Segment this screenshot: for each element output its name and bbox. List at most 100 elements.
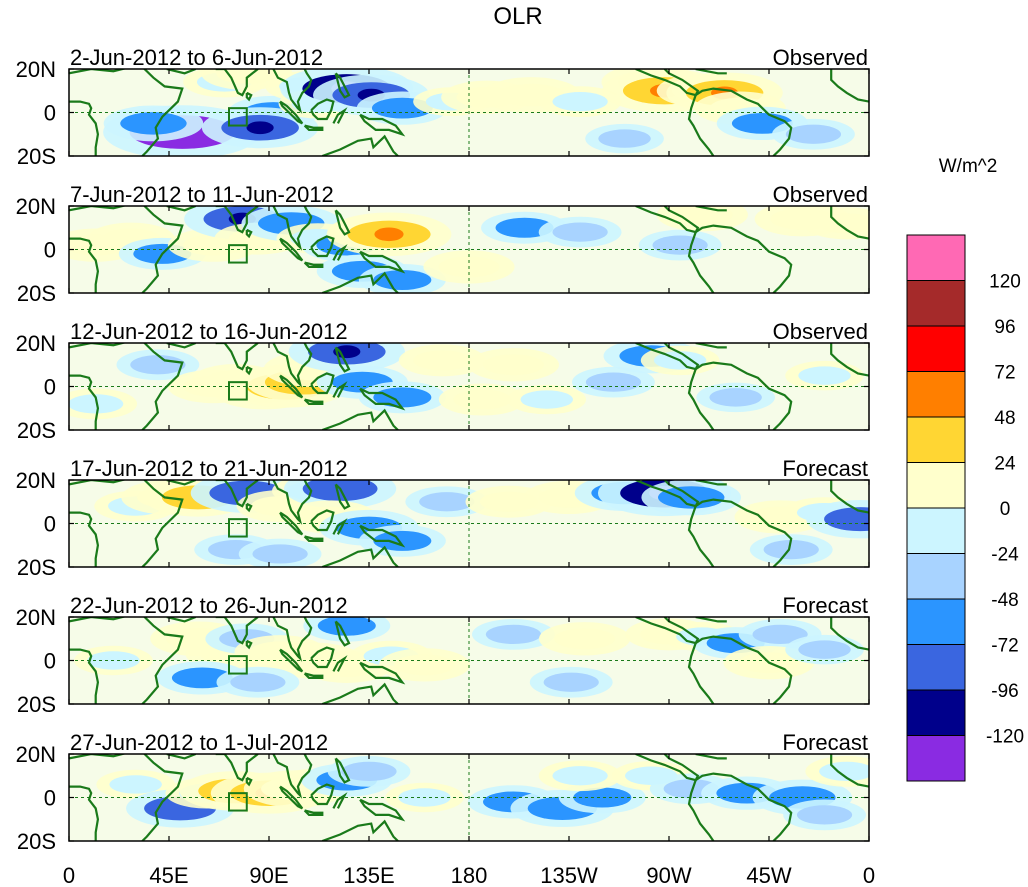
colorbar-tick-label: -24 [991,545,1019,566]
coastline [69,69,184,156]
y-tick-label: 20S [17,144,56,169]
coastline [359,524,406,548]
figure-title: OLR [493,3,542,30]
colorbar-tick-label: -120 [986,727,1024,748]
panel-period-label: 22-Jun-2012 to 26-Jun-2012 [70,593,348,618]
anomaly-field [69,754,869,841]
panel-kind-label: Forecast [782,456,868,481]
anomaly-mark [109,775,162,794]
colorbar-tick-label: 96 [994,317,1015,338]
panel: 20N 0 20S 22-Jun-2012 to 26-Jun-2012 Forecas… [16,593,870,717]
coastline [166,69,197,75]
colorbar-swatch [906,598,966,645]
anomaly-field [69,69,869,156]
coastline [272,754,313,799]
coastline [830,617,869,651]
y-tick-label: 0 [44,375,56,400]
panel: 20N 0 20S 27-Jun-2012 to 1-Jul-2012 Forecast [16,730,870,854]
coastline [359,387,406,411]
panel-kind-label: Observed [773,319,868,344]
y-tick-label: 20S [17,281,56,306]
coastline [69,374,100,430]
coastline [687,642,715,704]
anomaly-mark [796,805,853,825]
coastline [166,617,197,623]
coastline [310,783,335,806]
panel: 20N 0 20S 7-Jun-2012 to 11-Jun-2012 Observed [16,182,870,306]
y-tick-label: 0 [44,786,56,811]
anomaly-mark [419,492,475,512]
anomaly-core [333,345,361,359]
y-tick-label: 20S [17,829,56,854]
anomaly-mark [520,390,573,409]
x-tick-label: 0 [863,863,875,887]
coastline [695,617,727,623]
colorbar-tick-label: 0 [1000,499,1011,520]
y-tick-label: 0 [44,649,56,674]
coastline [359,661,406,685]
colorbar-tick-label: 120 [989,272,1021,293]
anomaly-mark [752,624,808,645]
anomaly-mark [394,654,455,676]
coastline [310,98,335,121]
anomaly-mark [120,112,187,135]
anomaly-mark [824,507,869,532]
colorbar-swatch [906,416,966,463]
y-tick-label: 0 [44,238,56,263]
colorbar-swatch [906,507,966,554]
colorbar-tick-label: 72 [994,363,1015,384]
coastline [332,655,348,672]
coastline [359,798,406,822]
anomaly-mark [598,129,651,148]
colorbar-swatch [906,689,966,736]
coastline [69,480,184,567]
coastline [166,754,197,760]
anomaly-mark [453,389,512,410]
anomaly-mark [798,366,851,385]
coastline [69,754,184,841]
anomaly-field [69,480,869,567]
anomaly-mark [817,213,869,234]
coastline [303,398,324,405]
y-tick-label: 20N [16,468,56,493]
coastline [279,100,304,125]
anomaly-mark [552,92,608,112]
panel-period-label: 12-Jun-2012 to 16-Jun-2012 [70,319,348,344]
coastline [272,206,313,251]
coastline [359,113,406,137]
anomaly-mark [585,372,642,392]
panel-kind-label: Observed [773,45,868,70]
panel: 20N 0 20S 2-Jun-2012 to 6-Jun-2012 Observed [16,45,870,169]
coastline [303,124,324,131]
coastline [635,754,700,782]
coastline [215,480,259,508]
coastline [279,374,304,399]
colorbar-tick-label: -72 [991,636,1018,657]
coastline [245,365,253,376]
y-tick-label: 20S [17,692,56,717]
x-tick-label: 180 [451,863,488,887]
anomaly-mark [763,540,819,560]
reference-box [228,518,248,538]
coastline [695,224,793,293]
coastline [69,511,100,567]
anomaly-mark [785,124,842,144]
y-tick-label: 20N [16,742,56,767]
reference-box [228,792,248,812]
coastline [687,368,715,430]
panel: 20N 0 20S 12-Jun-2012 to 16-Jun-2012 Observe… [16,319,870,443]
coastline [695,498,793,567]
coastline [321,134,399,156]
y-tick-label: 20N [16,57,56,82]
anomaly-mark [341,761,397,782]
coastline [321,682,399,704]
coastline [334,483,351,510]
colorbar-units-label: W/m^2 [939,156,998,177]
anomaly-mark [543,672,599,692]
x-tick-label: 135E [343,863,394,887]
colorbar-swatch [906,234,966,281]
coastline [332,792,348,809]
coastline [332,518,348,535]
